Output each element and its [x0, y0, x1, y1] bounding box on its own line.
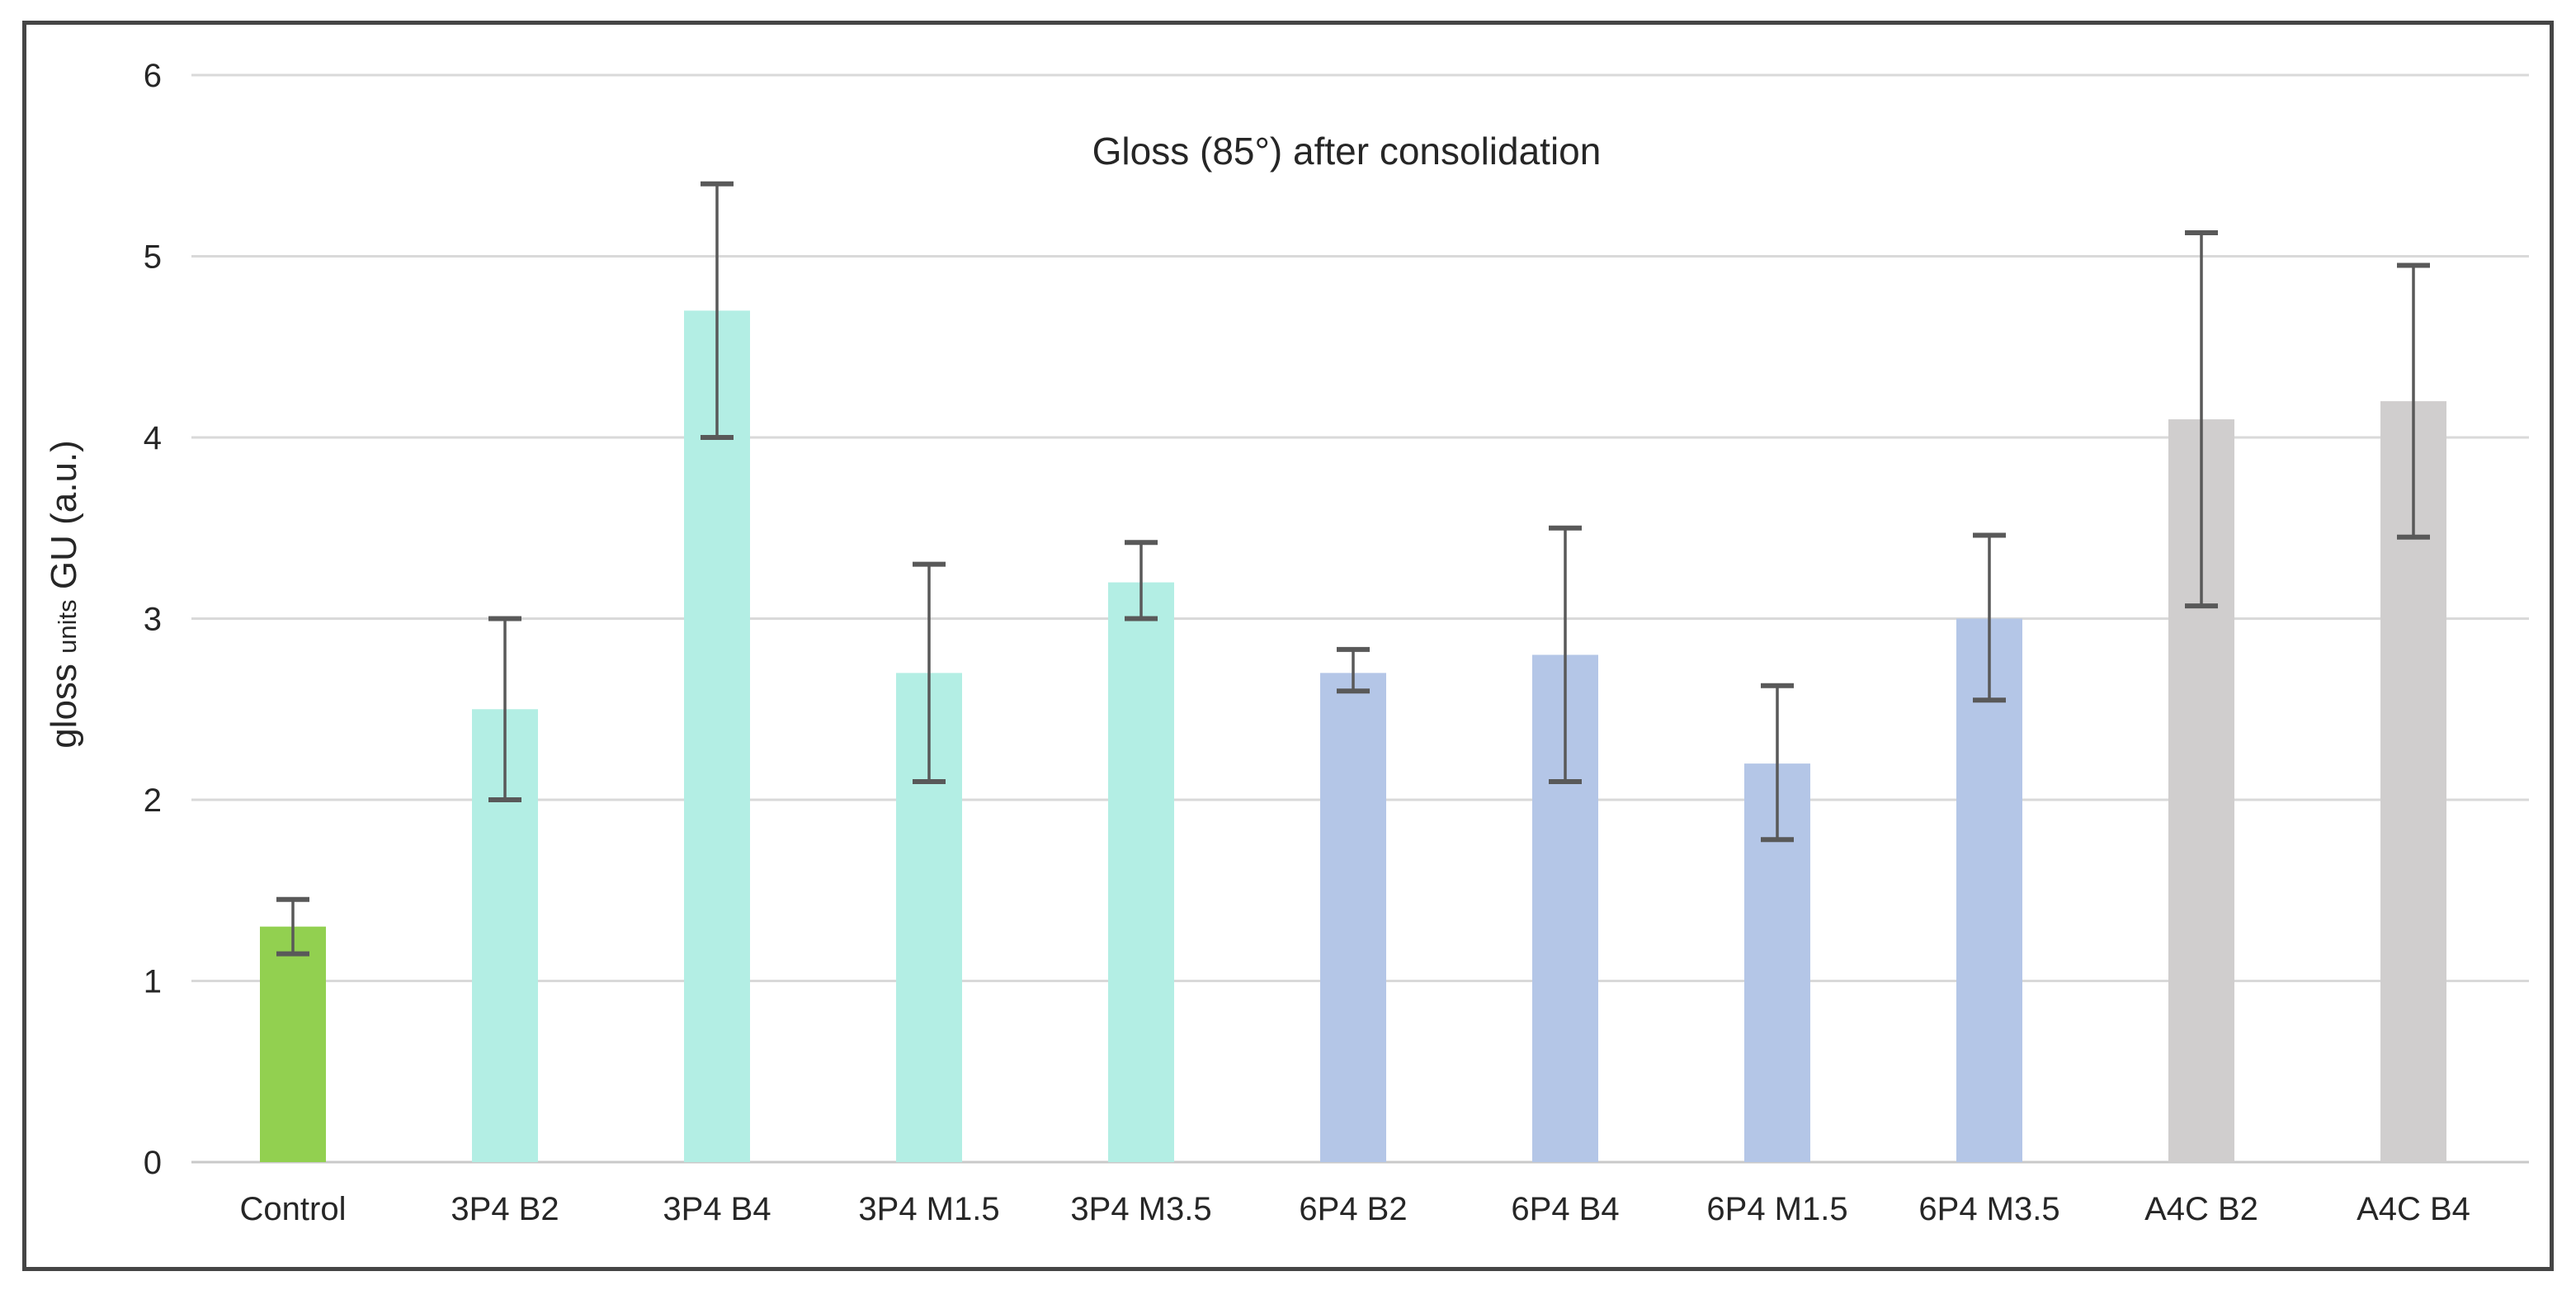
x-category-label-6p4-b4: 6P4 B4 [1511, 1191, 1619, 1227]
bar-6p4-b2 [1320, 673, 1386, 1162]
y-axis-title-main: gloss [44, 664, 84, 749]
y-tick-label-0: 0 [144, 1145, 162, 1181]
chart-border [22, 21, 2554, 1271]
x-category-label-6p4-b2: 6P4 B2 [1299, 1191, 1407, 1227]
x-category-label-control: Control [240, 1191, 347, 1227]
y-tick-label-4: 4 [144, 420, 162, 456]
gridlines [191, 73, 2529, 1164]
y-axis-title-rest: GU (a.u.) [44, 440, 84, 590]
y-tick-label-1: 1 [144, 964, 162, 1000]
x-category-label-6p4-m1-5: 6P4 M1.5 [1706, 1191, 1847, 1227]
bars [260, 310, 2446, 1163]
bar-3p4-b4 [684, 310, 750, 1163]
x-category-label-3p4-b2: 3P4 B2 [451, 1191, 559, 1227]
y-tick-label-6: 6 [144, 58, 162, 94]
bar-control [260, 926, 326, 1162]
y-tick-label-3: 3 [144, 602, 162, 638]
bar-6p4-m3-5 [1956, 618, 2022, 1162]
y-tick-labels: 0 1 2 3 4 5 6 [144, 58, 162, 1181]
x-category-label-3p4-m1-5: 3P4 M1.5 [858, 1191, 999, 1227]
x-category-label-a4c-b4: A4C B4 [2357, 1191, 2470, 1227]
x-category-label-3p4-b4: 3P4 B4 [663, 1191, 771, 1227]
y-tick-label-2: 2 [144, 782, 162, 819]
x-category-label-6p4-m3-5: 6P4 M3.5 [1918, 1191, 2059, 1227]
x-category-label-3p4-m3-5: 3P4 M3.5 [1070, 1191, 1211, 1227]
chart-title: Gloss (85°) after consolidation [1092, 130, 1602, 173]
error-bars [276, 181, 2430, 957]
y-tick-label-5: 5 [144, 239, 162, 276]
x-category-labels: Control 3P4 B2 3P4 B4 3P4 M1.5 3P4 M3.5 6P4 B… [240, 1191, 2470, 1227]
y-axis-title-small: units [53, 599, 82, 654]
x-category-label-a4c-b2: A4C B2 [2144, 1191, 2258, 1227]
bar-3p4-m3-5 [1108, 582, 1174, 1162]
y-axis-title: gloss units GU (a.u.) [44, 440, 85, 749]
